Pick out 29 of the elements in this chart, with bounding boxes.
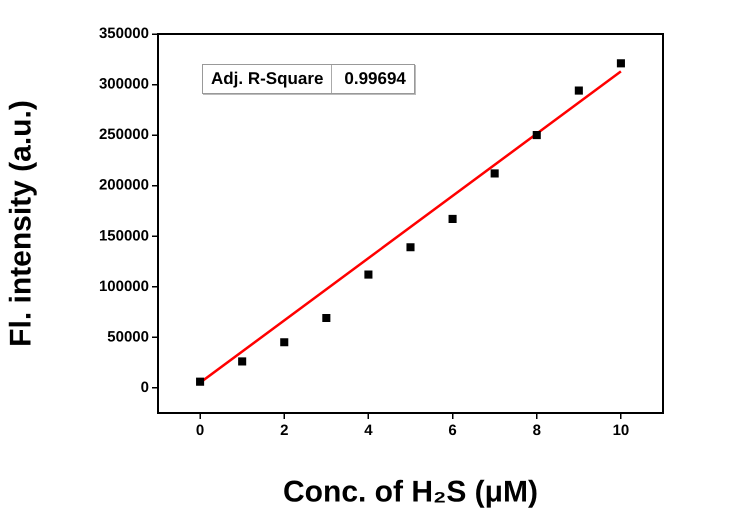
x-axis-title: Conc. of H₂S (μM) — [283, 475, 538, 508]
annotation: Adj. R-Square — [210, 68, 324, 90]
point — [574, 86, 583, 95]
y-tick-label: 150000 — [98, 227, 149, 244]
point — [532, 131, 541, 140]
point — [616, 59, 625, 68]
x-tick-label: 6 — [448, 422, 457, 440]
y-tick-label: 100000 — [98, 278, 149, 295]
point — [406, 243, 415, 252]
y-tick-label: 200000 — [98, 176, 149, 194]
y-tick-label: 350000 — [98, 25, 149, 42]
y-tick-label: 0 — [140, 378, 149, 396]
x-tick-label: 2 — [280, 422, 288, 440]
x-tick-label: 4 — [364, 422, 374, 440]
annotation: 0.99694 — [331, 65, 414, 93]
point — [490, 169, 499, 178]
point — [322, 314, 330, 322]
point — [280, 338, 288, 346]
point — [238, 357, 246, 366]
x-tick-label: 0 — [196, 422, 204, 440]
y-tick-label: 300000 — [98, 76, 149, 93]
y-axis-title: Fl. intensity (a.u.) — [4, 100, 38, 347]
point — [448, 214, 457, 223]
y-tick-label: 50000 — [107, 328, 149, 346]
x-tick-label: 10 — [612, 422, 630, 440]
y-tick-label: 250000 — [98, 126, 149, 144]
x-tick-label: 8 — [532, 422, 541, 440]
point — [196, 378, 204, 386]
point — [364, 270, 372, 279]
